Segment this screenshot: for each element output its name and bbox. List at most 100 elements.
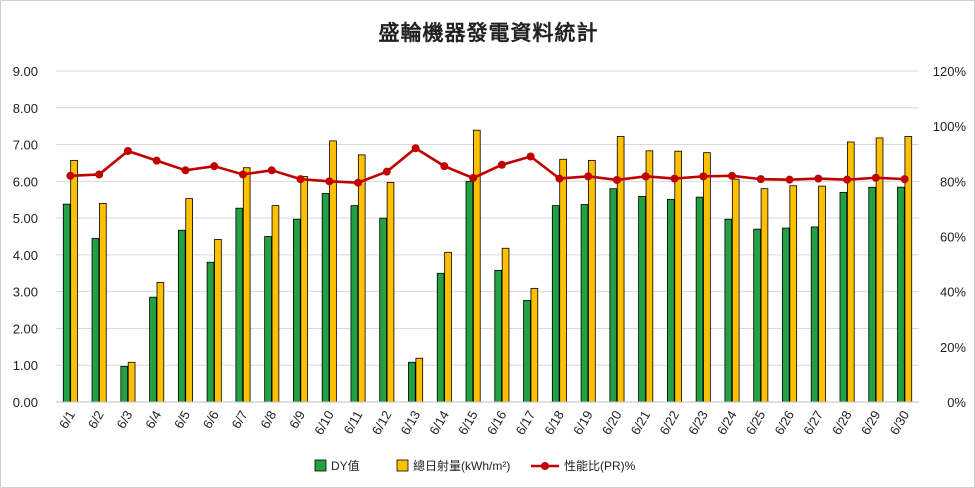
x-tick-label: 6/2 [85, 408, 107, 431]
bar-dy [465, 180, 474, 403]
bar-irradiance [444, 251, 452, 403]
bar-dy [436, 272, 445, 403]
bar-dy [868, 186, 876, 403]
bar-dy [321, 193, 330, 403]
bar-irradiance [415, 357, 424, 403]
pr-point [641, 172, 650, 181]
x-tick-label: 6/30 [887, 408, 913, 437]
x-tick-label: 6/25 [743, 408, 769, 437]
bar-dy [551, 205, 560, 403]
bar-irradiance [588, 159, 596, 403]
x-tick-label: 6/11 [340, 408, 365, 437]
bar-dy [379, 217, 387, 403]
x-tick-label: 6/21 [628, 408, 654, 437]
pr-point [210, 162, 219, 171]
x-tick-label: 6/6 [200, 408, 222, 431]
x-tick-label: 6/15 [455, 408, 481, 437]
bar-irradiance [559, 158, 567, 403]
pr-point [181, 166, 190, 175]
bar-dy [753, 228, 761, 403]
bar-irradiance [300, 176, 309, 403]
x-tick-label: 6/8 [257, 408, 279, 431]
y-left-tick-label: 5.00 [13, 211, 38, 226]
bar-irradiance [156, 282, 165, 403]
y-right-tick-label: 60% [940, 230, 966, 245]
x-tick-label: 6/3 [113, 408, 135, 431]
x-tick-label: 6/23 [685, 408, 711, 437]
x-tick-label: 6/22 [656, 408, 682, 437]
y-right-tick-label: 40% [940, 285, 966, 300]
legend-label: 性能比(PR)% [564, 459, 636, 473]
bar-dy [638, 196, 646, 403]
legend-label: DY值 [331, 458, 360, 473]
y-right-tick-label: 20% [940, 340, 966, 355]
x-tick-label: 6/24 [714, 408, 740, 437]
bar-dy [120, 365, 129, 403]
legend-marker [541, 462, 549, 470]
pr-line [70, 146, 905, 185]
x-tick-label: 6/7 [229, 408, 251, 431]
bar-dy [350, 205, 359, 403]
pr-point [238, 170, 247, 179]
y-right-tick-label: 100% [933, 119, 967, 134]
pr-point [785, 175, 794, 184]
bar-irradiance [674, 150, 682, 403]
pr-point [814, 174, 823, 183]
bar-dy [408, 361, 416, 403]
bar-dy [235, 207, 244, 403]
legend: DY值 總日射量(kWh/m²) 性能比(PR)% [314, 458, 636, 473]
bar-dy [666, 198, 675, 403]
y-left-tick-label: 1.00 [13, 358, 38, 373]
chart-title: 盛輪機器發電資料統計 [378, 21, 599, 45]
bar-dy [810, 226, 819, 403]
pr-point [871, 173, 880, 182]
x-tick-label: 6/18 [541, 408, 567, 437]
y-left-tick-label: 7.00 [13, 138, 38, 153]
pr-point [66, 171, 75, 180]
bar-irradiance [789, 185, 798, 403]
pr-point [670, 174, 679, 183]
y-left-tick-label: 9.00 [13, 64, 38, 79]
legend-swatch [396, 459, 409, 472]
bar-irradiance [185, 198, 193, 403]
bar-dy [724, 218, 733, 403]
bar-dy [609, 188, 618, 403]
bar-dy [695, 196, 704, 403]
bar-irradiance [357, 154, 366, 403]
pr-point [325, 177, 334, 186]
bar-irradiance [386, 182, 395, 403]
x-tick-label: 6/4 [142, 408, 164, 431]
legend-label: 總日射量(kWh/m²) [413, 458, 510, 473]
x-tick-label: 6/29 [858, 408, 884, 437]
bar-dy [523, 300, 531, 403]
bar-irradiance [501, 247, 510, 403]
pr-point [728, 171, 737, 180]
pr-point [555, 174, 564, 183]
bar-irradiance [703, 152, 711, 403]
pr-point [469, 174, 478, 183]
x-tick-label: 6/14 [426, 408, 452, 437]
x-tick-label: 6/12 [369, 408, 395, 437]
bar-irradiance [70, 159, 78, 403]
bar-dy [177, 229, 186, 403]
x-tick-label: 6/5 [171, 408, 193, 431]
y-right-tick-label: 120% [933, 64, 967, 79]
bar-irradiance [473, 129, 481, 403]
x-tick-label: 6/10 [311, 408, 337, 437]
pr-point [152, 156, 161, 165]
y-right-tick-label: 80% [940, 174, 966, 189]
pr-point [411, 144, 420, 153]
pr-point [699, 172, 708, 181]
bars-layer [62, 129, 913, 403]
bar-dy [839, 191, 848, 403]
bar-dy [149, 296, 157, 403]
pr-point [382, 167, 391, 176]
y-left-tick-label: 3.00 [13, 285, 38, 300]
bar-irradiance [99, 202, 107, 403]
bar-dy [494, 269, 502, 403]
x-tick-label: 6/20 [599, 408, 625, 437]
y-left-tick-label: 4.00 [13, 248, 38, 263]
pr-point [440, 162, 449, 171]
